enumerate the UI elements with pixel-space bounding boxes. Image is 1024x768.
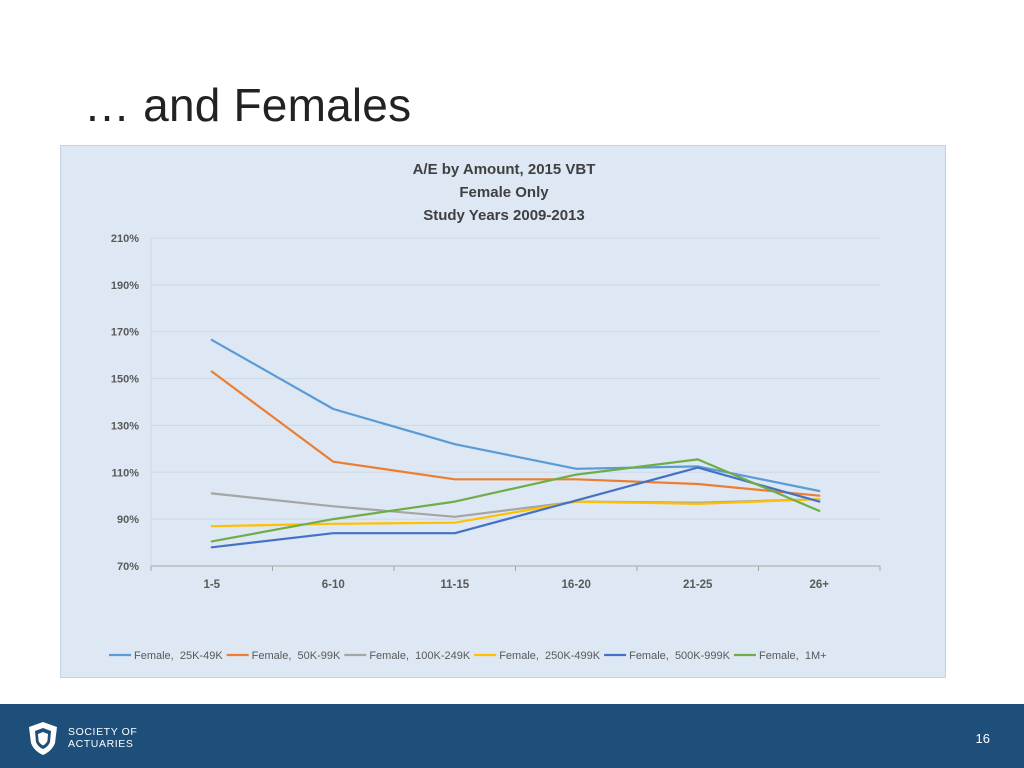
legend-label-1: Female, 25K-49K [134,650,223,662]
chart-title-line-1: A/E by Amount, 2015 VBT [413,161,596,178]
y-tick-label: 170% [111,327,139,339]
series-line-3 [210,492,821,518]
logo-wordmark: SOCIETY OF ACTUARIES [68,726,137,750]
series-line-2 [210,370,821,497]
legend-label-6: Female, 1M+ [759,650,827,662]
y-tick-label: 190% [111,280,139,292]
x-tick-label: 21-25 [683,579,713,591]
slide-title: … and Females [84,79,412,131]
legend-label-2: Female, 50K-99K [252,650,341,662]
y-tick-label: 110% [111,467,139,479]
y-tick-label: 90% [117,514,139,526]
x-tick-label: 16-20 [562,579,591,591]
y-tick-label: 70% [117,561,139,573]
legend-label-3: Female, 100K-249K [369,650,471,662]
logo-line-2: ACTUARIES [68,738,134,750]
series-line-5 [210,466,821,549]
series-line-1 [210,338,821,493]
legend-label-4: Female, 250K-499K [499,650,601,662]
logo-line-1: SOCIETY OF [68,726,138,738]
page-number: 16 [975,731,990,746]
y-tick-label: 150% [111,374,139,386]
y-tick-label: 130% [111,420,139,432]
x-tick-label: 6-10 [322,579,345,591]
series-line-4 [210,498,821,528]
x-tick-label: 26+ [809,579,829,591]
line-chart: A/E by Amount, 2015 VBT Female Only Study … [109,161,881,662]
y-tick-label: 210% [111,233,139,245]
chart-title-line-3: Study Years 2009-2013 [423,207,585,224]
society-of-actuaries-logo-icon [29,722,57,755]
chart-area: A/E by Amount, 2015 VBT Female Only Study … [60,145,946,678]
chart-title-line-2: Female Only [459,184,549,201]
footer-bar: SOCIETY OF ACTUARIES 16 [0,704,1024,768]
series-line-6 [210,458,821,543]
x-tick-label: 11-15 [440,579,469,591]
x-tick-label: 1-5 [203,579,220,591]
legend-label-5: Female, 500K-999K [629,650,731,662]
